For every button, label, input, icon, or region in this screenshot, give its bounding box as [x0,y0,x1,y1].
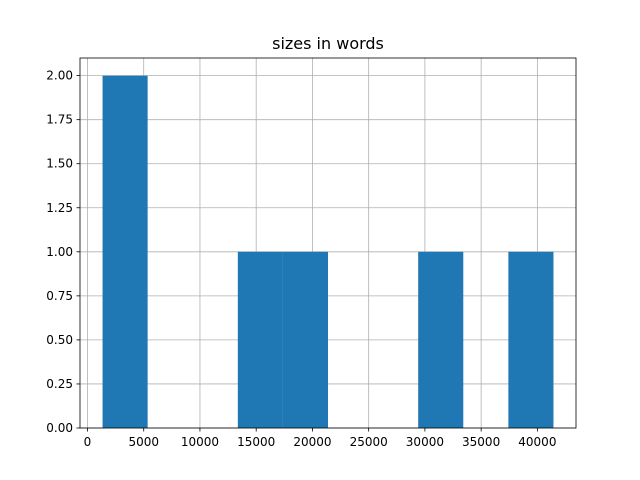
y-tick-label: 1.50 [46,157,73,171]
y-tick-label: 1.00 [46,245,73,259]
bar [102,75,148,428]
x-tick-label: 15000 [237,435,275,449]
y-tick-label: 0.25 [46,377,73,391]
y-tick-label: 0.50 [46,333,73,347]
bar [282,251,329,428]
y-tick-label: 0.75 [46,289,73,303]
x-tick-label: 35000 [462,435,500,449]
x-tick-label: 5000 [128,435,159,449]
y-tick-label: 0.00 [46,421,73,435]
x-tick-label: 25000 [350,435,388,449]
bar [237,251,283,428]
plot-frame [79,57,577,429]
y-tick-label: 1.75 [46,113,73,127]
x-tick-label: 20000 [293,435,331,449]
x-tick-label: 0 [84,435,92,449]
x-tick-label: 30000 [406,435,444,449]
y-tick-label: 2.00 [46,69,73,83]
bar [508,251,554,428]
bar [418,251,464,428]
chart-title: sizes in words [272,34,384,53]
x-tick-label: 10000 [181,435,219,449]
x-tick-label: 40000 [518,435,556,449]
y-tick-label: 1.25 [46,201,73,215]
